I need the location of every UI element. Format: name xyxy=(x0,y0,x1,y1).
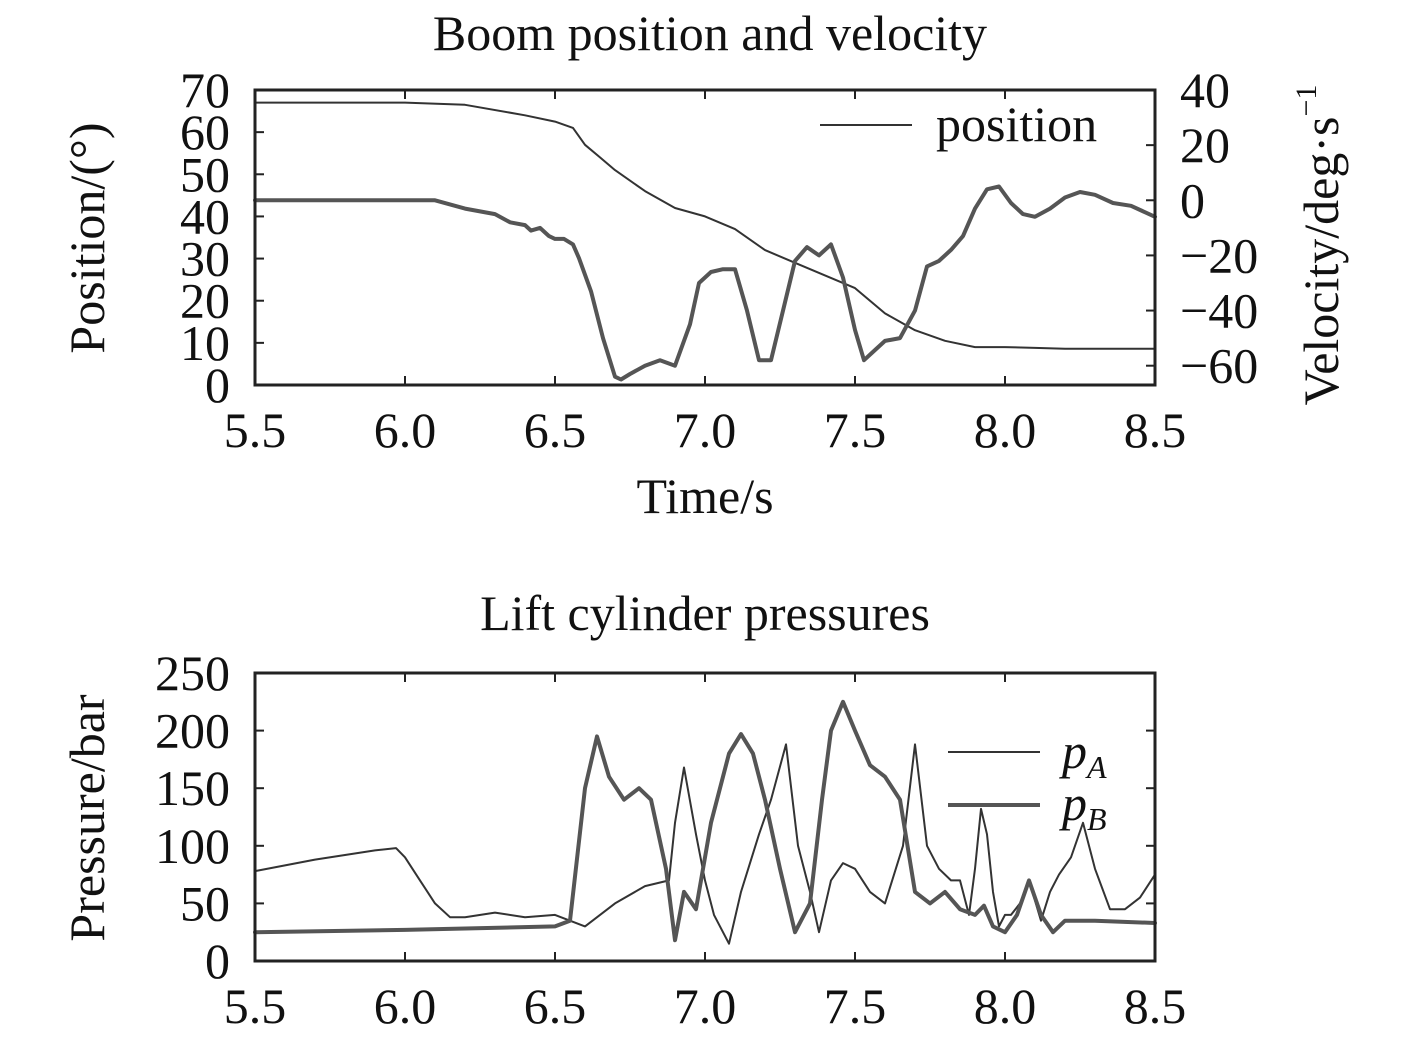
y2-tick-label: 40 xyxy=(1180,62,1230,118)
x-tick-label: 7.5 xyxy=(824,402,887,458)
series-group xyxy=(255,702,1155,944)
chart-title: Boom position and velocity xyxy=(433,5,987,61)
y-tick-label: 70 xyxy=(180,62,230,118)
x-tick-label: 6.5 xyxy=(524,978,587,1034)
legend: pA pB xyxy=(948,723,1107,837)
y2-tick-label: 0 xyxy=(1180,172,1205,228)
y-tick-label: 50 xyxy=(180,875,230,931)
series-line-pA xyxy=(255,744,1155,943)
x-tick-label: 8.5 xyxy=(1124,978,1187,1034)
chart-boom: Boom position and velocity 5.5 6.0 6.5 7.0 7… xyxy=(59,5,1349,524)
x-tick-label: 8.0 xyxy=(974,402,1037,458)
x-tick-label: 8.0 xyxy=(974,978,1037,1034)
plot-area xyxy=(255,673,1155,961)
y2-axis-label-text: Velocity/deg·s xyxy=(1293,117,1349,406)
y2-tick-label: 20 xyxy=(1180,117,1230,173)
legend-label-position: position xyxy=(936,96,1097,152)
y-tick-label: 100 xyxy=(155,818,230,874)
y-axis-label: Pressure/bar xyxy=(59,694,115,941)
x-tick-label: 7.0 xyxy=(674,402,737,458)
y2-tick-label: −40 xyxy=(1180,283,1258,339)
figure: Boom position and velocity 5.5 6.0 6.5 7.0 7… xyxy=(0,0,1417,1050)
y-tick-label: 0 xyxy=(205,933,230,989)
x-axis-label: Time/s xyxy=(636,468,773,524)
x-tick-label: 7.0 xyxy=(674,978,737,1034)
y2-axis-label-exponent: −1 xyxy=(1290,85,1323,117)
x-tick-label: 6.5 xyxy=(524,402,587,458)
x-tick-label: 8.5 xyxy=(1124,402,1187,458)
y-tick-label: 250 xyxy=(155,645,230,701)
y2-tick-label: −20 xyxy=(1180,227,1258,283)
y2-axis-label: Velocity/deg·s−1 xyxy=(1290,85,1349,406)
legend: position xyxy=(820,96,1097,152)
series-line-pB xyxy=(255,702,1155,941)
chart-title: Lift cylinder pressures xyxy=(480,585,930,641)
x-tick-label: 7.5 xyxy=(824,978,887,1034)
y-tick-label: 200 xyxy=(155,703,230,759)
y2-tick-label: −60 xyxy=(1180,338,1258,394)
x-tick-label: 6.0 xyxy=(374,402,437,458)
y-tick-label: 150 xyxy=(155,760,230,816)
x-tick-label: 5.5 xyxy=(224,978,287,1034)
x-tick-label: 5.5 xyxy=(224,402,287,458)
x-tick-label: 6.0 xyxy=(374,978,437,1034)
svg-text:Velocity/deg·s−1: Velocity/deg·s−1 xyxy=(1290,85,1349,406)
chart-pressures: Lift cylinder pressures 5.5 6.0 6.5 7.0 7.5 8… xyxy=(59,585,1186,1034)
y-axis-label: Position/(°) xyxy=(59,122,115,353)
